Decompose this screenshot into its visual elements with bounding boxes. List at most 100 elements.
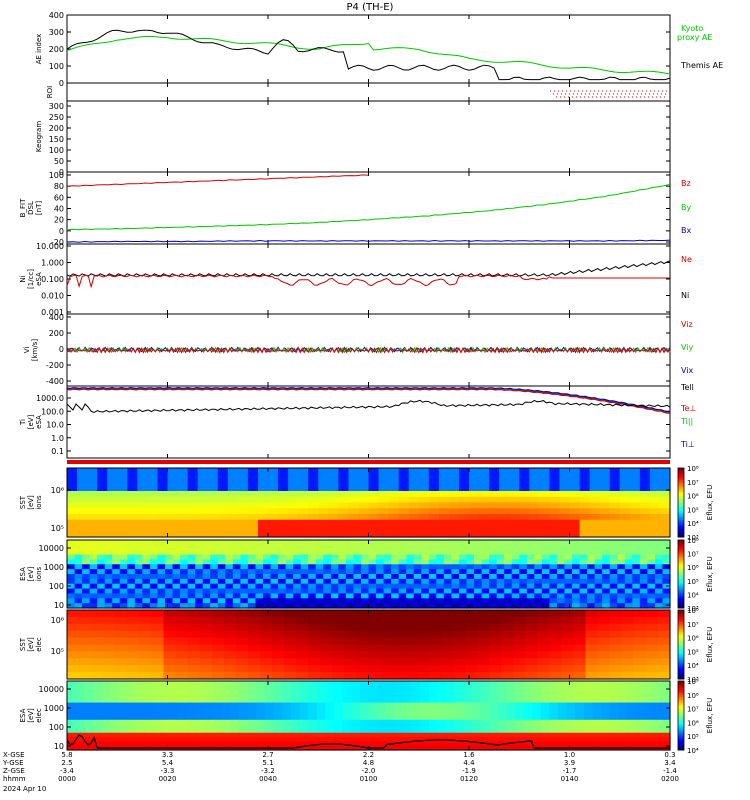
sst-ion-panel-cell bbox=[489, 485, 500, 492]
sst-elec-panel-cell bbox=[657, 623, 671, 632]
sst-ion-panel-cell bbox=[77, 473, 88, 481]
sst-ion-panel-cell bbox=[197, 508, 209, 515]
esa-ion-panel-cell bbox=[534, 554, 543, 561]
esa-ion-panel-cell bbox=[662, 559, 671, 565]
sst-elec-panel-cell bbox=[404, 665, 418, 673]
sst-elec-panel-colorbar-cell bbox=[678, 653, 684, 656]
sst-elec-panel-cell bbox=[416, 610, 430, 618]
esa-elec-panel-cell bbox=[377, 724, 387, 730]
sst-elec-panel-cell bbox=[79, 630, 92, 639]
esa-ion-panel-cell bbox=[474, 559, 483, 565]
sst-elec-panel-cell bbox=[621, 610, 635, 618]
sst-ion-panel-cell bbox=[197, 479, 209, 486]
esa-ion-panel-cell bbox=[572, 588, 581, 595]
xaxis-x-gse: 1.6 bbox=[463, 751, 475, 759]
sst-ion-panel-cell bbox=[157, 502, 169, 509]
esa-ion-panel-cell bbox=[293, 574, 302, 580]
esa-ion-panel-cell bbox=[406, 588, 415, 595]
esa-elec-panel-cell bbox=[420, 724, 430, 730]
esa-ion-panel-cell bbox=[391, 569, 400, 575]
esa-elec-panel-cell bbox=[394, 689, 404, 695]
esa-elec-panel-cell bbox=[127, 719, 137, 725]
esa-elec-panel-cell bbox=[566, 724, 576, 730]
esa-ion-panel-cell bbox=[293, 588, 302, 595]
sst-elec-panel-cell bbox=[79, 637, 92, 646]
esa-ion-panel-cell bbox=[300, 574, 309, 580]
sst-ion-panel-cell bbox=[499, 514, 510, 521]
sst-ion-panel-cell bbox=[187, 531, 199, 538]
sst-elec-panel-cell bbox=[199, 644, 213, 652]
sst-ion-panel-cell bbox=[388, 531, 400, 538]
esa-ion-panel-cell bbox=[511, 593, 520, 599]
sst-elec-panel-colorbar-cell bbox=[678, 665, 684, 668]
sst-elec-panel-cell bbox=[645, 658, 659, 666]
sst-elec-panel-cell bbox=[296, 651, 309, 659]
sst-ion-panel-cell bbox=[67, 479, 78, 486]
sst-elec-panel-cell bbox=[537, 672, 550, 680]
sst-ion-panel-cell bbox=[559, 502, 571, 509]
esa-ion-panel-cell bbox=[345, 588, 355, 595]
esa-elec-panel-cell bbox=[454, 719, 464, 725]
sst-elec-panel-cell bbox=[223, 637, 237, 646]
keogram-panel-ylabel-line: Keogram bbox=[35, 121, 43, 152]
sst-elec-panel-cell bbox=[175, 610, 189, 618]
esa-elec-panel-cell bbox=[635, 724, 645, 730]
esa-ion-panel-cell bbox=[564, 554, 573, 561]
esa-elec-panel-cell bbox=[110, 711, 120, 717]
esa-elec-panel-cell bbox=[308, 685, 318, 691]
esa-elec-panel-cell bbox=[135, 702, 146, 708]
esa-elec-panel-cell bbox=[316, 681, 327, 686]
sst-ion-panel-cell bbox=[328, 508, 339, 515]
sst-elec-panel-cell bbox=[477, 623, 490, 632]
esa-ion-panel-cell bbox=[376, 574, 385, 580]
sst-elec-panel-cell bbox=[284, 672, 297, 680]
sst-ion-panel-cell bbox=[137, 514, 148, 521]
esa-ion-panel-cell bbox=[624, 559, 633, 565]
esa-ion-panel-cell bbox=[202, 603, 211, 609]
sst-elec-panel-cell bbox=[127, 651, 140, 659]
esa-ion-panel-cell bbox=[556, 554, 566, 561]
esa-elec-panel-cell bbox=[67, 702, 77, 708]
esa-elec-panel-colorbar-cell bbox=[678, 734, 684, 737]
esa-ion-panel-cell bbox=[662, 588, 671, 595]
sst-ion-panel-cell bbox=[619, 468, 631, 475]
sst-ion-panel-cell bbox=[418, 491, 430, 498]
esa-ion-panel-cell bbox=[112, 554, 121, 561]
esa-ion-panel-cell bbox=[119, 574, 128, 580]
esa-elec-panel-cell bbox=[489, 689, 499, 695]
sst-elec-panel-cell bbox=[151, 651, 165, 659]
sst-ion-panel-cell bbox=[659, 496, 671, 504]
sst-ion-panel-cell bbox=[257, 502, 269, 509]
esa-ion-panel-cell bbox=[74, 549, 83, 556]
esa-elec-panel-cell bbox=[618, 706, 628, 712]
sst-elec-panel-cell bbox=[151, 658, 165, 666]
esa-ion-panel-cell bbox=[564, 544, 573, 551]
esa-ion-panel-cell bbox=[67, 574, 76, 580]
esa-ion-panel-cell bbox=[617, 598, 626, 604]
sst-ion-panel-cell bbox=[438, 473, 450, 481]
esa-ion-panel-cell bbox=[195, 598, 204, 604]
sst-ion-panel-cell bbox=[127, 531, 138, 538]
esa-elec-panel-colorbar-cell bbox=[678, 694, 684, 698]
sst-ion-panel-cell bbox=[288, 514, 299, 521]
esa-ion-panel-cell bbox=[112, 603, 121, 609]
sst-elec-panel-cell bbox=[67, 665, 80, 673]
esa-ion-panel-cell bbox=[270, 540, 279, 546]
sst-elec-panel-cell bbox=[284, 623, 297, 632]
sst-ion-panel-cell bbox=[157, 491, 169, 498]
esa-ion-panel-tick-label: 10 bbox=[54, 601, 64, 610]
sst-elec-panel-cell bbox=[344, 623, 358, 632]
esa-elec-panel-cell bbox=[84, 745, 94, 751]
esa-ion-panel-cell bbox=[338, 598, 347, 604]
sst-elec-panel-cell bbox=[645, 623, 659, 632]
sst-ion-panel-cell bbox=[247, 519, 259, 527]
esa-ion-panel-cell bbox=[74, 569, 83, 575]
sst-elec-panel-cell bbox=[561, 616, 575, 625]
sst-ion-panel-cell bbox=[107, 468, 118, 475]
sst-elec-panel-colorbar-cell bbox=[678, 660, 684, 663]
esa-elec-panel-cell bbox=[187, 724, 197, 730]
sst-ion-panel-cell bbox=[217, 479, 229, 486]
esa-elec-panel-cell bbox=[601, 715, 611, 721]
sst-ion-panel-cell bbox=[438, 496, 450, 504]
esa-elec-panel-cell bbox=[635, 732, 645, 738]
